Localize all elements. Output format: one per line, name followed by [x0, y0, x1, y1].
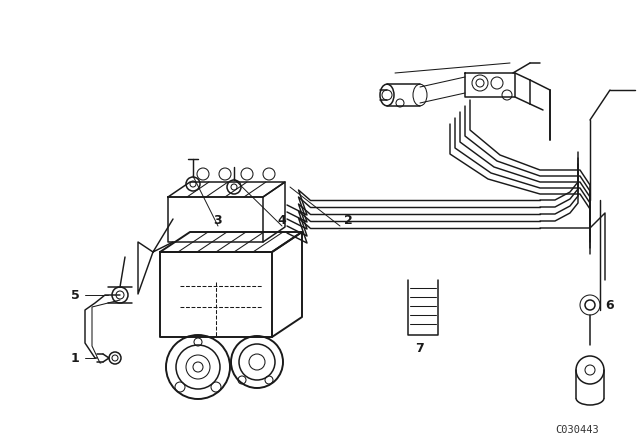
Text: 4: 4 [278, 214, 286, 227]
Text: 6: 6 [605, 298, 614, 311]
Text: C030443: C030443 [555, 425, 599, 435]
Text: 7: 7 [415, 341, 424, 354]
Text: 3: 3 [214, 214, 222, 227]
Text: 5: 5 [70, 289, 79, 302]
Text: 2: 2 [344, 214, 353, 227]
Text: 1: 1 [70, 352, 79, 365]
